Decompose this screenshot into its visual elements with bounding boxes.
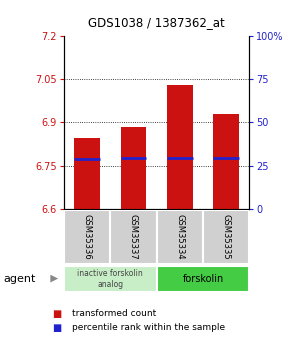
Text: agent: agent — [3, 274, 35, 284]
FancyBboxPatch shape — [157, 266, 249, 292]
FancyBboxPatch shape — [64, 210, 110, 264]
FancyBboxPatch shape — [203, 210, 249, 264]
Bar — [74, 138, 100, 209]
Text: GSM35334: GSM35334 — [175, 214, 184, 260]
Bar — [167, 85, 193, 209]
Text: ■: ■ — [52, 323, 61, 333]
Text: percentile rank within the sample: percentile rank within the sample — [72, 323, 226, 332]
FancyBboxPatch shape — [157, 210, 203, 264]
Text: inactive forskolin
analog: inactive forskolin analog — [77, 268, 143, 289]
Text: GSM35335: GSM35335 — [222, 214, 231, 260]
Text: forskolin: forskolin — [182, 274, 224, 284]
Text: GDS1038 / 1387362_at: GDS1038 / 1387362_at — [88, 16, 225, 29]
FancyBboxPatch shape — [64, 266, 157, 292]
Text: GSM35337: GSM35337 — [129, 214, 138, 260]
FancyBboxPatch shape — [110, 210, 157, 264]
Bar — [213, 114, 239, 209]
Text: ■: ■ — [52, 309, 61, 319]
Text: GSM35336: GSM35336 — [82, 214, 92, 260]
Text: transformed count: transformed count — [72, 309, 157, 318]
Bar — [121, 127, 146, 209]
